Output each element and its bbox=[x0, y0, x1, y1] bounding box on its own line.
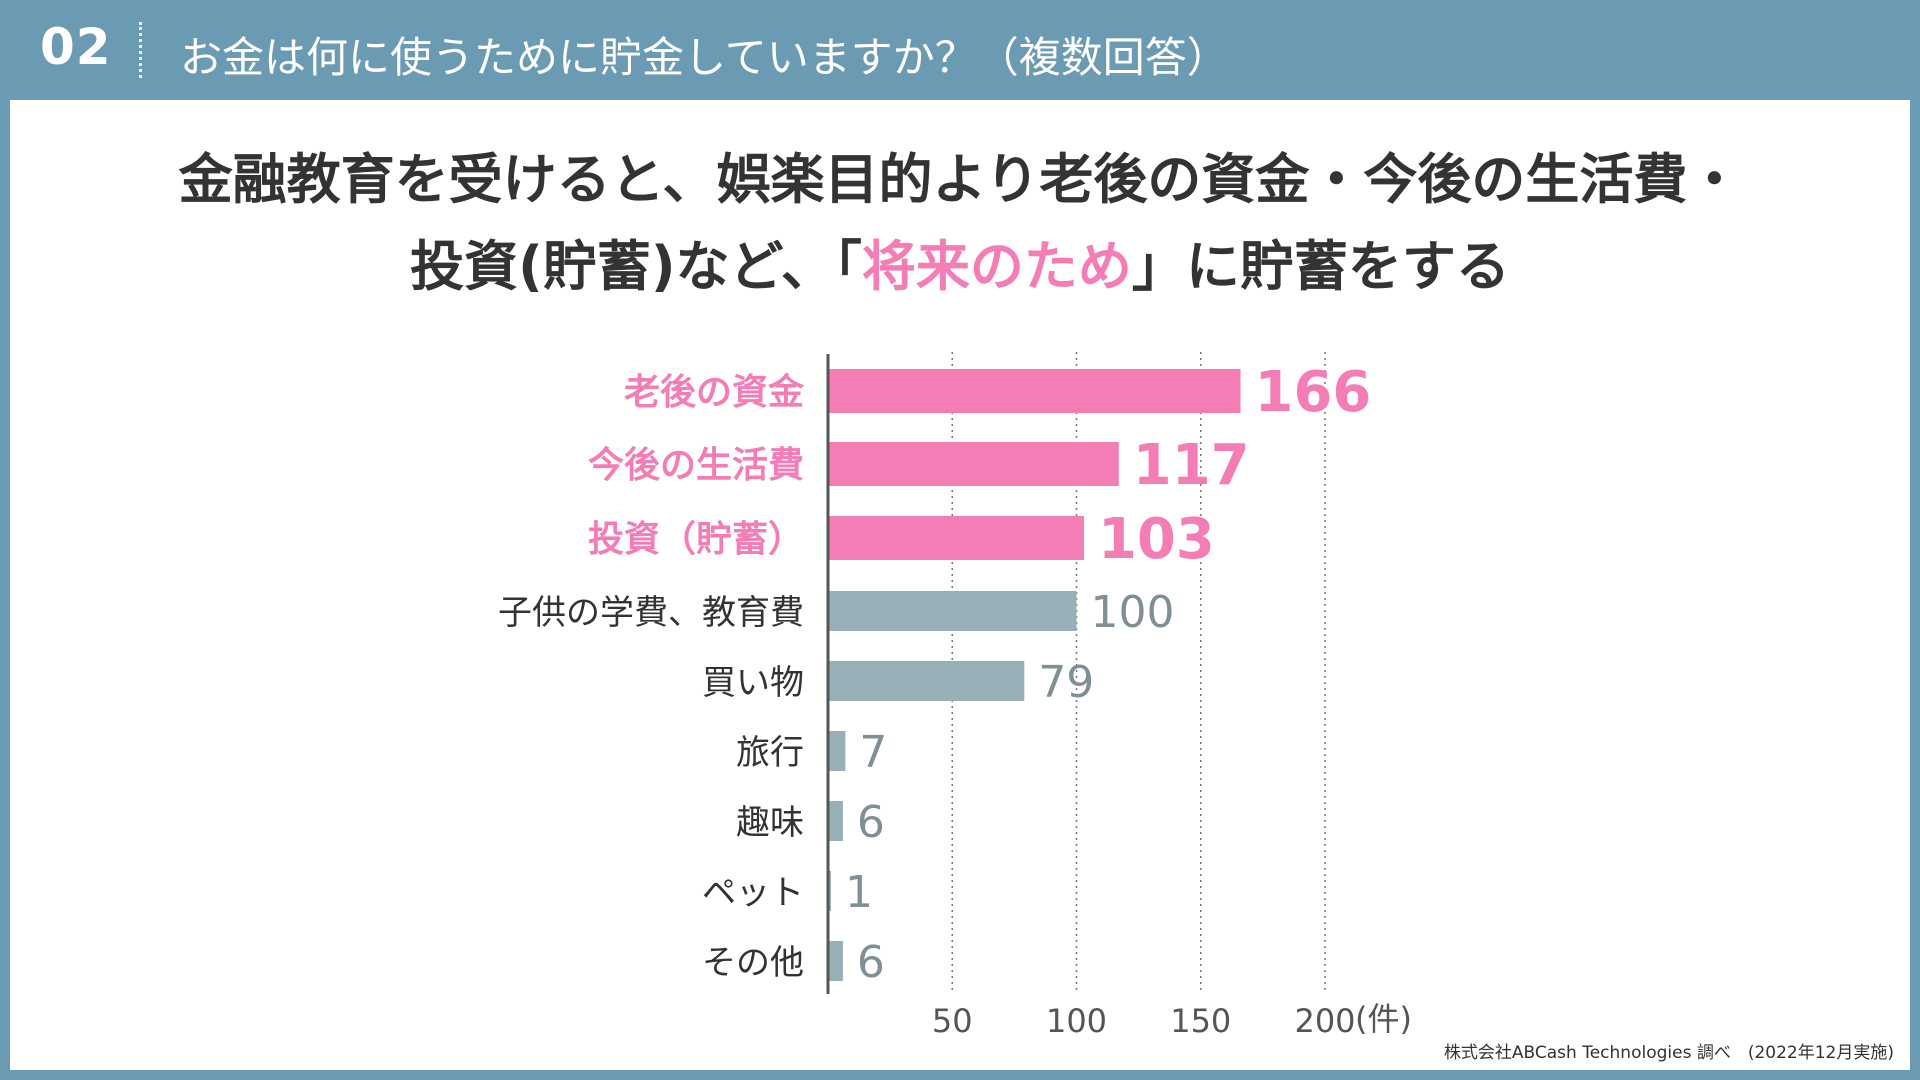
headline-line-1: 金融教育を受けると、娯楽目的より老後の資金・今後の生活費・ bbox=[178, 148, 1742, 211]
bar bbox=[828, 941, 843, 981]
value-label: 79 bbox=[1038, 657, 1094, 708]
x-tick-label: 100 bbox=[1046, 1002, 1107, 1040]
bar bbox=[828, 801, 843, 841]
value-label: 1 bbox=[845, 867, 873, 918]
value-label: 166 bbox=[1255, 360, 1372, 425]
category-label: 子供の学費、教育費 bbox=[498, 593, 804, 633]
value-label: 117 bbox=[1133, 433, 1250, 498]
bar bbox=[828, 731, 846, 771]
value-label: 103 bbox=[1098, 507, 1215, 572]
headline-before: 投資(貯蓄)など、「 bbox=[410, 235, 862, 298]
bar bbox=[828, 369, 1241, 413]
headline-line-2: 投資(貯蓄)など、「将来のため」に貯蓄をする bbox=[0, 222, 1920, 301]
x-tick-label: 200 bbox=[1294, 1002, 1355, 1040]
source-note: 株式会社ABCash Technologies 調べ (2022年12月実施) bbox=[1443, 1043, 1894, 1063]
x-tick-label: 150 bbox=[1170, 1002, 1231, 1040]
category-label: ペット bbox=[702, 873, 804, 913]
headline-after: 」に貯蓄をする bbox=[1131, 235, 1510, 298]
headline-accent: 将来のため bbox=[861, 235, 1132, 298]
category-label: 趣味 bbox=[736, 803, 804, 843]
category-label: 買い物 bbox=[702, 663, 804, 703]
bar bbox=[828, 442, 1119, 486]
question-title: お金は何に使うために貯金していますか？（複数回答） bbox=[180, 33, 1229, 82]
header-separator bbox=[139, 22, 142, 78]
bar bbox=[828, 516, 1084, 560]
value-label: 6 bbox=[857, 797, 885, 848]
value-label: 6 bbox=[857, 937, 885, 988]
category-label: 旅行 bbox=[736, 733, 804, 773]
header-bar: 02 お金は何に使うために貯金していますか？（複数回答） bbox=[0, 0, 1920, 100]
bar bbox=[828, 591, 1077, 631]
question-number: 02 bbox=[40, 18, 112, 76]
category-label: その他 bbox=[702, 943, 804, 983]
value-label: 100 bbox=[1091, 587, 1175, 638]
x-axis-unit: (件) bbox=[1355, 1000, 1412, 1038]
content-panel bbox=[10, 100, 1910, 1070]
bar bbox=[828, 661, 1025, 701]
category-label: 投資（貯蓄） bbox=[588, 519, 804, 560]
x-tick-label: 50 bbox=[932, 1002, 973, 1040]
category-label: 老後の資金 bbox=[624, 371, 805, 413]
category-label: 今後の生活費 bbox=[588, 445, 804, 486]
value-label: 7 bbox=[859, 727, 887, 778]
